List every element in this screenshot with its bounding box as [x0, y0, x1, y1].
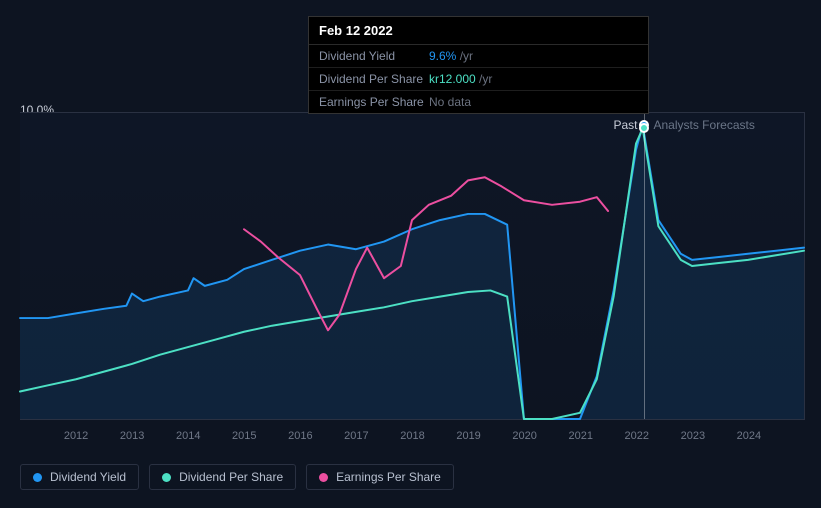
x-tick: 2013 — [120, 430, 144, 442]
legend-item[interactable]: Dividend Yield — [20, 464, 139, 490]
tooltip-date: Feb 12 2022 — [309, 17, 648, 45]
chart-lines — [20, 113, 804, 419]
tooltip-row: Dividend Per Sharekr12.000 /yr — [309, 68, 648, 91]
x-axis: 2012 2013 2014 2015 2016 2017 2018 2019 2020 2021… — [20, 428, 805, 448]
tooltip-row-value: kr12.000 /yr — [429, 72, 492, 86]
x-tick: 2016 — [288, 430, 312, 442]
x-tick: 2019 — [456, 430, 480, 442]
x-tick: 2012 — [64, 430, 88, 442]
x-tick: 2015 — [232, 430, 256, 442]
tooltip-row-value: 9.6% /yr — [429, 49, 473, 63]
x-tick: 2020 — [512, 430, 536, 442]
x-tick: 2017 — [344, 430, 368, 442]
dividend-chart: 10.0% 0% Past Analysts Forecasts 2012201… — [0, 0, 821, 508]
legend-label: Earnings Per Share — [336, 470, 441, 484]
tooltip-row-value: No data — [429, 95, 471, 109]
past-label: Past — [614, 118, 638, 132]
x-tick: 2024 — [737, 430, 761, 442]
tooltip-row: Earnings Per ShareNo data — [309, 91, 648, 113]
legend: Dividend Yield Dividend Per Share Earnings… — [20, 464, 454, 490]
tooltip-row: Dividend Yield9.6% /yr — [309, 45, 648, 68]
marker-dot — [639, 123, 649, 133]
legend-item[interactable]: Dividend Per Share — [149, 464, 296, 490]
legend-label: Dividend Per Share — [179, 470, 283, 484]
x-tick: 2018 — [400, 430, 424, 442]
x-tick: 2021 — [568, 430, 592, 442]
hover-marker-line — [644, 113, 645, 419]
tooltip-row-label: Earnings Per Share — [319, 95, 429, 109]
legend-label: Dividend Yield — [50, 470, 126, 484]
tooltip-row-label: Dividend Yield — [319, 49, 429, 63]
forecast-label: Analysts Forecasts — [654, 118, 755, 132]
x-tick: 2022 — [625, 430, 649, 442]
legend-swatch — [33, 473, 42, 482]
plot-area[interactable]: Past Analysts Forecasts — [20, 112, 805, 420]
legend-swatch — [319, 473, 328, 482]
x-tick: 2023 — [681, 430, 705, 442]
legend-item[interactable]: Earnings Per Share — [306, 464, 454, 490]
x-tick: 2014 — [176, 430, 200, 442]
legend-swatch — [162, 473, 171, 482]
tooltip-row-label: Dividend Per Share — [319, 72, 429, 86]
hover-tooltip: Feb 12 2022 Dividend Yield9.6% /yrDivide… — [308, 16, 649, 114]
